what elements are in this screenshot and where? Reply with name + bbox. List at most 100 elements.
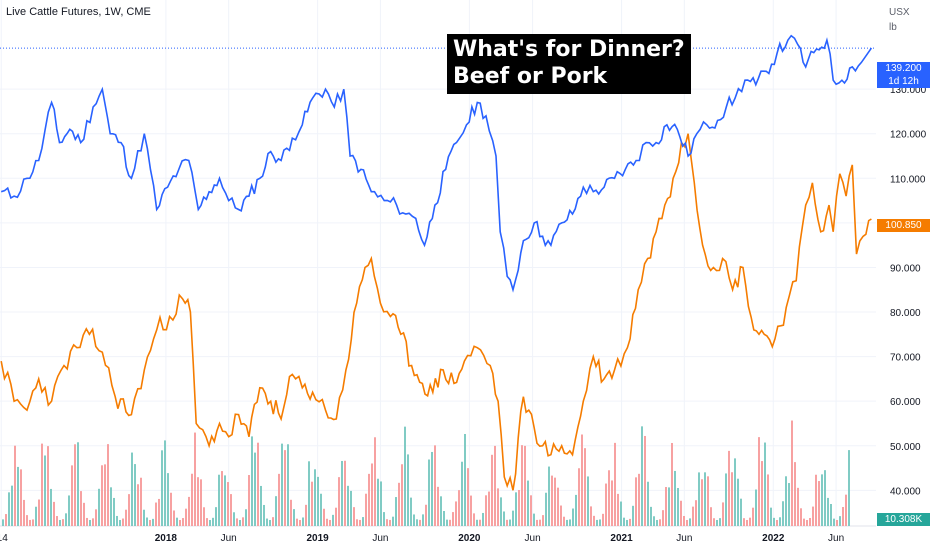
volume-bar [767,474,769,526]
volume-bar [248,475,250,526]
volume-bar [92,518,94,526]
volume-bar [203,507,205,526]
volume-bar [413,514,415,526]
volume-bar [437,486,439,526]
volume-bar [650,506,652,526]
volume-bar [485,495,487,526]
volume-bar [8,492,10,526]
volume-bar [656,519,658,526]
x-tick-label: Jun [676,533,692,544]
volume-bar [821,474,823,526]
volume-bar [11,485,13,526]
volume-bar [371,463,373,526]
y-tick-label: 50.000 [890,442,921,453]
volume-bar [320,493,322,526]
volume-badge: 10.308K [877,513,930,526]
volume-bar [590,506,592,526]
volume-bar [617,493,619,526]
measure-unit-label: lb [889,22,897,33]
volume-bar [47,446,49,526]
volume-bar [509,519,511,526]
volume-bar [578,468,580,526]
volume-bar [752,507,754,526]
volume-bar [365,493,367,526]
volume-bar [659,519,661,526]
volume-bar [608,470,610,526]
volume-bar [797,487,799,526]
volume-bar [107,444,109,526]
volume-bar [701,479,703,526]
volume-bar [89,519,91,526]
volume-bar [20,469,22,526]
volume-bar [29,519,31,526]
y-tick-label: 40.000 [890,486,921,497]
volume-bar [218,474,220,526]
volume-bar [692,506,694,526]
volume-bar [305,504,307,526]
y-axis-labels: 40.00050.00060.00070.00080.00090.000100.… [890,85,927,497]
volume-bar [44,455,46,526]
volume-bar [95,509,97,526]
volume-bar [170,492,172,526]
volume-bar [773,517,775,526]
volume-bar [503,511,505,526]
volume-bar [143,509,145,526]
volume-bar [128,494,130,526]
volume-bar [167,473,169,526]
volume-bar [116,515,118,526]
volume-bar [737,478,739,526]
volume-bar [134,464,136,526]
volume-bar [404,426,406,526]
volume-bar [716,519,718,526]
volume-bar [515,492,517,526]
volume-bar [710,507,712,526]
volume-bar [401,464,403,526]
volume-bar [740,498,742,526]
volume-bar [329,519,331,526]
volume-bar [296,518,298,526]
volume-bar [791,420,793,526]
x-tick-label: '14 [0,533,8,544]
volume-bar [83,502,85,526]
volume-bar [359,519,361,526]
volume-bar [755,489,757,526]
volume-bar [806,519,808,526]
volume-bar [287,444,289,526]
volume-bar [632,505,634,526]
volume-bar [224,475,226,526]
volume-bar [572,508,574,526]
volume-bar [635,477,637,526]
volume-bar [230,494,232,526]
volume-bar [506,519,508,526]
volume-bar [848,450,850,526]
y-tick-label: 130.000 [890,85,927,96]
volume-bar [638,473,640,526]
volume-bar [482,512,484,526]
volume-bar [272,517,274,526]
volume-bar [38,499,40,526]
volume-bar [512,510,514,526]
volume-bars [2,420,850,526]
volume-bar [461,461,463,526]
volume-bar [194,432,196,526]
x-axis-labels: '14 2018 Jun 2019 Jun 2020 Jun 2021 Jun 2022 Jun [0,533,844,544]
volume-bar [494,445,496,526]
volume-bar [758,437,760,526]
cattle-price-value: 139.200 [885,63,922,74]
lean-hogs-line [0,133,872,491]
volume-bar [497,488,499,526]
volume-bar [416,519,418,526]
volume-bar [665,487,667,526]
volume-bar [122,518,124,526]
y-tick-label: 60.000 [890,397,921,408]
y-tick-label: 70.000 [890,353,921,364]
volume-bar [443,510,445,526]
volume-bar [719,518,721,526]
volume-bar [269,519,271,526]
volume-bar [152,518,154,526]
volume-bar [221,471,223,526]
volume-bar [119,519,121,526]
volume-bar [761,461,763,526]
y-tick-label: 120.000 [890,130,927,141]
